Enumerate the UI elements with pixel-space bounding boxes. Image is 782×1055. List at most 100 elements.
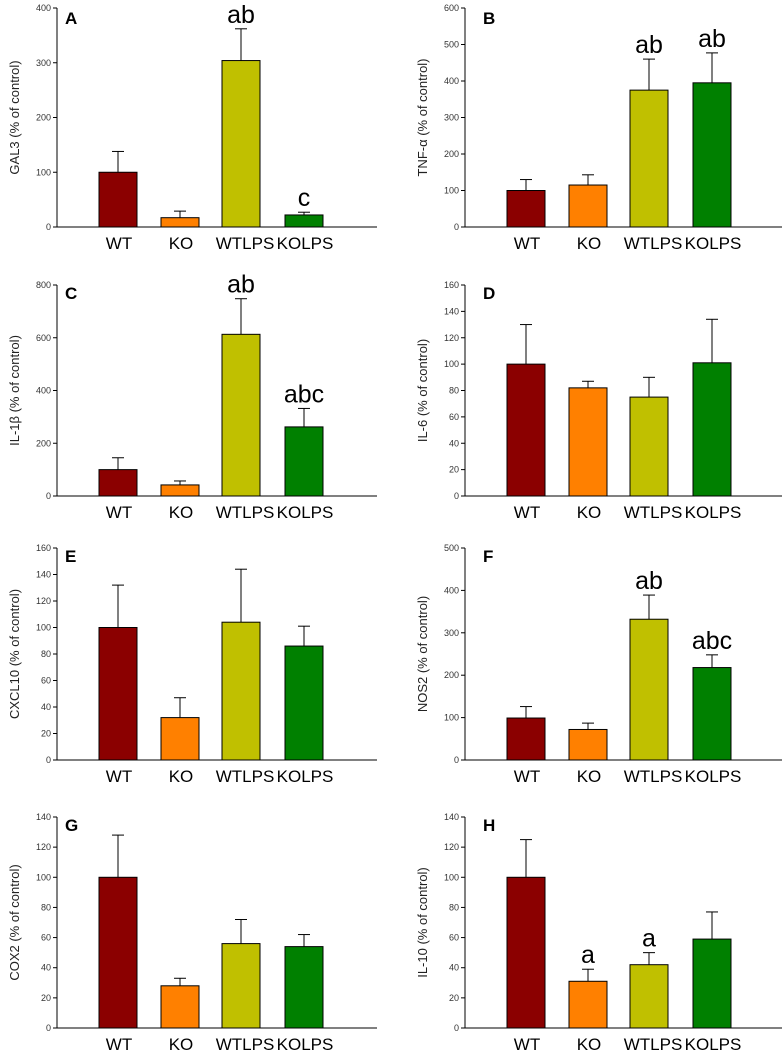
panel-b-ytick-label: 500	[444, 40, 459, 50]
panel-e-category-label: KOLPS	[277, 767, 334, 786]
panel-h-annotation-ko: a	[581, 941, 595, 969]
panel-e-ytick-label: 140	[36, 570, 51, 580]
panel-f-ytick-label: 300	[444, 628, 459, 638]
panel-g-bar-wtlps	[221, 943, 261, 1029]
panel-c-category-label: KO	[169, 503, 194, 522]
panel-d-category-label: KOLPS	[685, 503, 742, 522]
panel-e-letter: E	[65, 547, 76, 566]
panel-h-ytick-label: 0	[454, 1023, 459, 1033]
panel-e-ytick-label: 0	[46, 755, 51, 765]
panel-c-bar-kolps	[284, 426, 324, 497]
panel-e-bar-wtlps	[221, 621, 261, 761]
panel-c-annotation-kolps: abc	[284, 380, 324, 408]
panel-e-ytick-label: 100	[36, 623, 51, 633]
panel-e-category-label: WT	[106, 767, 132, 786]
panel-f-category-label: WT	[514, 767, 540, 786]
panel-h-letter: H	[483, 816, 495, 835]
panel-e-ytick-label: 160	[36, 543, 51, 553]
panel-h-annotation-wtlps: a	[642, 925, 656, 953]
panel-e-bar-kolps	[284, 645, 324, 761]
panel-d-ytick-label: 40	[449, 438, 459, 448]
panel-b-category-label: WTLPS	[624, 234, 683, 253]
panel-e-ytick-label: 120	[36, 596, 51, 606]
panel-g-bar-ko	[160, 985, 200, 1029]
panel-f-letter: F	[483, 547, 493, 566]
panel-g-letter: G	[65, 816, 78, 835]
panel-g-ytick-label: 40	[41, 963, 51, 973]
panel-g-bar-wt	[98, 876, 138, 1029]
panel-h-bar-ko	[568, 980, 608, 1029]
panel-a-category-label: KOLPS	[277, 234, 334, 253]
panel-b-bar-wt	[506, 190, 546, 228]
panel-f-bar-kolps	[692, 667, 732, 761]
panel-b-ylabel: TNF-α (% of control)	[415, 58, 430, 176]
panel-h-ytick-label: 120	[444, 842, 459, 852]
panel-a-category-label: WT	[106, 234, 132, 253]
panel-b-ytick-label: 600	[444, 3, 459, 13]
panel-e-bar-ko	[160, 717, 200, 761]
panel-h-bar-wt	[506, 876, 546, 1029]
panel-b-category-label: KO	[577, 234, 602, 253]
panel-d-bar-kolps	[692, 362, 732, 497]
panel-c-ytick-label: 400	[36, 386, 51, 396]
panel-f-annotation-kolps: abc	[692, 627, 732, 655]
panel-c-ytick-label: 800	[36, 280, 51, 290]
panel-a-ytick-label: 300	[36, 58, 51, 68]
panel-f-category-label: KOLPS	[685, 767, 742, 786]
panel-e-category-label: WTLPS	[216, 767, 275, 786]
panel-h-ytick-label: 40	[449, 963, 459, 973]
panel-b-annotation-kolps: ab	[698, 25, 726, 53]
panel-d-ytick-label: 120	[444, 333, 459, 343]
panel-h-ytick-label: 140	[444, 812, 459, 822]
panel-f-ytick-label: 100	[444, 713, 459, 723]
panel-c-bar-ko	[160, 484, 200, 497]
panel-d-bar-wt	[506, 363, 546, 497]
panel-c-ylabel: IL-1β (% of control)	[7, 335, 22, 446]
panel-d-ytick-label: 0	[454, 491, 459, 501]
panel-c-ytick-label: 200	[36, 438, 51, 448]
panel-g-ytick-label: 0	[46, 1023, 51, 1033]
panel-e-ytick-label: 80	[41, 649, 51, 659]
panel-h-ytick-label: 60	[449, 933, 459, 943]
panel-a-annotation-kolps: c	[298, 184, 311, 212]
panel-a-ytick-label: 100	[36, 167, 51, 177]
panel-g-category-label: WTLPS	[216, 1035, 275, 1054]
panel-h-category-label: WT	[514, 1035, 540, 1054]
panel-c-bar-wtlps	[221, 333, 261, 497]
panel-a-category-label: KO	[169, 234, 194, 253]
panel-c-bar-wt	[98, 469, 138, 497]
panel-g-bar-kolps	[284, 946, 324, 1029]
panel-a-ytick-label: 0	[46, 222, 51, 232]
panel-a-bar-ko	[160, 217, 200, 228]
panel-g-ytick-label: 20	[41, 993, 51, 1003]
panel-e-ylabel: CXCL10 (% of control)	[7, 589, 22, 719]
panel-c-ytick-label: 0	[46, 491, 51, 501]
panel-d-ytick-label: 100	[444, 359, 459, 369]
panel-a-ytick-label: 400	[36, 3, 51, 13]
panel-b-category-label: WT	[514, 234, 540, 253]
panel-f-bar-wt	[506, 717, 546, 761]
panel-b-ytick-label: 300	[444, 113, 459, 123]
panel-f-ylabel: NOS2 (% of control)	[415, 596, 430, 712]
panel-b-bar-wtlps	[629, 89, 669, 228]
panel-f-category-label: WTLPS	[624, 767, 683, 786]
panel-c-letter: C	[65, 284, 77, 303]
panel-f-ytick-label: 400	[444, 585, 459, 595]
panel-a-bar-wtlps	[221, 60, 261, 228]
panel-a-ytick-label: 200	[36, 113, 51, 123]
panel-d-bar-wtlps	[629, 396, 669, 497]
panel-a-bar-kolps	[284, 214, 324, 228]
panel-a-ylabel: GAL3 (% of control)	[7, 60, 22, 174]
panel-d-ytick-label: 80	[449, 386, 459, 396]
panel-c-category-label: KOLPS	[277, 503, 334, 522]
panel-c-category-label: WT	[106, 503, 132, 522]
panel-h-ytick-label: 100	[444, 872, 459, 882]
panel-g-ytick-label: 80	[41, 902, 51, 912]
panel-d-ytick-label: 60	[449, 412, 459, 422]
panel-d-ytick-label: 20	[449, 465, 459, 475]
panel-d-ylabel: IL-6 (% of control)	[415, 339, 430, 442]
panel-d-category-label: KO	[577, 503, 602, 522]
panel-d-letter: D	[483, 284, 495, 303]
panel-e-ytick-label: 40	[41, 702, 51, 712]
panel-b-letter: B	[483, 9, 495, 28]
